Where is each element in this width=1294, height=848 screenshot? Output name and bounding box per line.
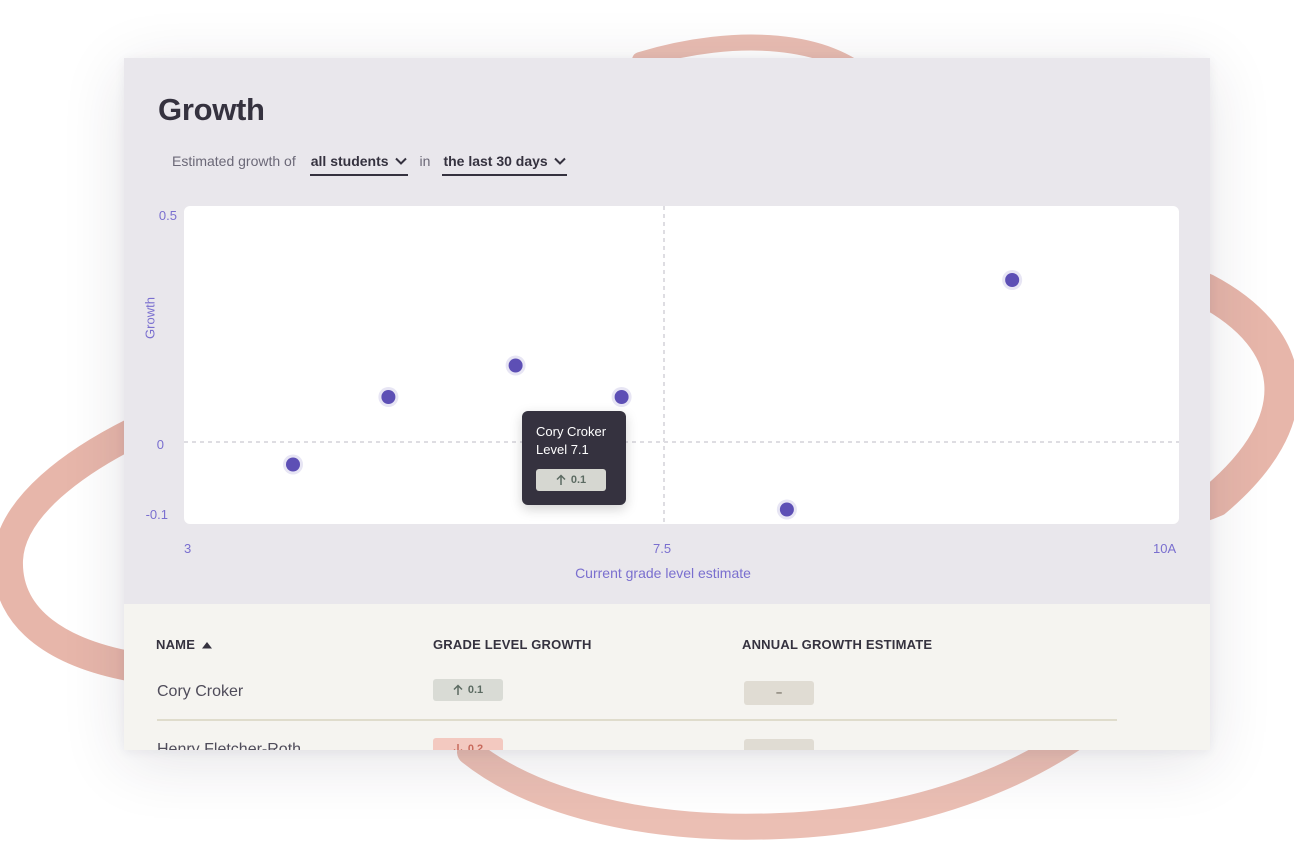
chevron-down-icon [554, 157, 566, 165]
column-header-name-label: NAME [156, 637, 196, 652]
data-point[interactable] [508, 358, 523, 373]
scatter-svg [184, 206, 1179, 524]
growth-card: Growth Estimated growth of all students … [124, 58, 1210, 750]
table-row-growth: 0.2 [433, 738, 503, 750]
arrow-up-icon [556, 474, 566, 485]
column-header-annual[interactable]: ANNUAL GROWTH ESTIMATE [742, 637, 932, 652]
y-axis-label: Growth [142, 297, 158, 339]
students-dropdown-label: all students [310, 153, 389, 169]
x-tick-label: 10A [1153, 541, 1177, 556]
filter-connector: in [419, 153, 431, 169]
tooltip-student-name: Cory Croker [536, 424, 607, 439]
column-header-annual-label: ANNUAL GROWTH ESTIMATE [742, 637, 933, 652]
period-dropdown[interactable]: the last 30 days [442, 151, 567, 176]
annual-chip [744, 739, 814, 750]
annual-value: – [775, 687, 783, 699]
y-tick-label: 0.5 [158, 208, 177, 223]
growth-value: 0.1 [467, 684, 484, 696]
data-point[interactable] [286, 457, 300, 472]
table-row-annual [744, 738, 814, 750]
triangle-up-icon [202, 641, 213, 648]
tooltip-growth-value: 0.1 [570, 474, 587, 486]
chart-panel: Growth Estimated growth of all students … [124, 58, 1210, 604]
column-header-name[interactable]: NAME [156, 637, 213, 652]
students-table: NAME GRADE LEVEL GROWTH ANNUAL GROWTH ES… [124, 604, 1210, 750]
data-point[interactable] [381, 390, 396, 404]
students-dropdown[interactable]: all students [309, 151, 408, 176]
table-row-growth: 0.1 [433, 679, 503, 701]
column-header-growth[interactable]: GRADE LEVEL GROWTH [433, 637, 592, 652]
tooltip-level: Level 7.1 [536, 442, 589, 457]
period-dropdown-label: the last 30 days [443, 153, 548, 169]
filter-sentence: Estimated growth of all students in the … [172, 151, 567, 177]
table-row-annual: – [744, 681, 814, 705]
x-axis-label: Current grade level estimate [575, 565, 751, 581]
filter-prefix: Estimated growth of [172, 153, 296, 169]
arrow-up-icon [453, 684, 463, 695]
column-header-growth-label: GRADE LEVEL GROWTH [433, 637, 592, 652]
x-tick-label: 3 [184, 541, 192, 556]
tooltip-growth-chip: 0.1 [536, 469, 606, 491]
scatter-plot [184, 206, 1179, 524]
point-tooltip: Cory Croker Level 7.1 0.1 [522, 411, 626, 505]
arrow-down-icon [453, 744, 463, 750]
growth-value: 0.2 [467, 743, 484, 750]
table-row-name[interactable]: Henry Fletcher-Roth [157, 741, 302, 750]
growth-chip: 0.1 [433, 679, 503, 701]
page-title: Growth [158, 92, 265, 127]
annual-chip: – [744, 681, 814, 705]
x-tick-label: 7.5 [653, 541, 672, 556]
growth-chip: 0.2 [433, 738, 503, 750]
data-point[interactable] [614, 390, 629, 404]
table-row-name[interactable]: Cory Croker [157, 683, 244, 700]
y-tick-label: -0.1 [145, 507, 168, 522]
data-point[interactable] [1005, 273, 1020, 287]
chevron-down-icon [394, 157, 407, 165]
row-divider [157, 719, 1117, 721]
y-tick-label: 0 [156, 437, 164, 452]
data-point[interactable] [779, 502, 794, 517]
